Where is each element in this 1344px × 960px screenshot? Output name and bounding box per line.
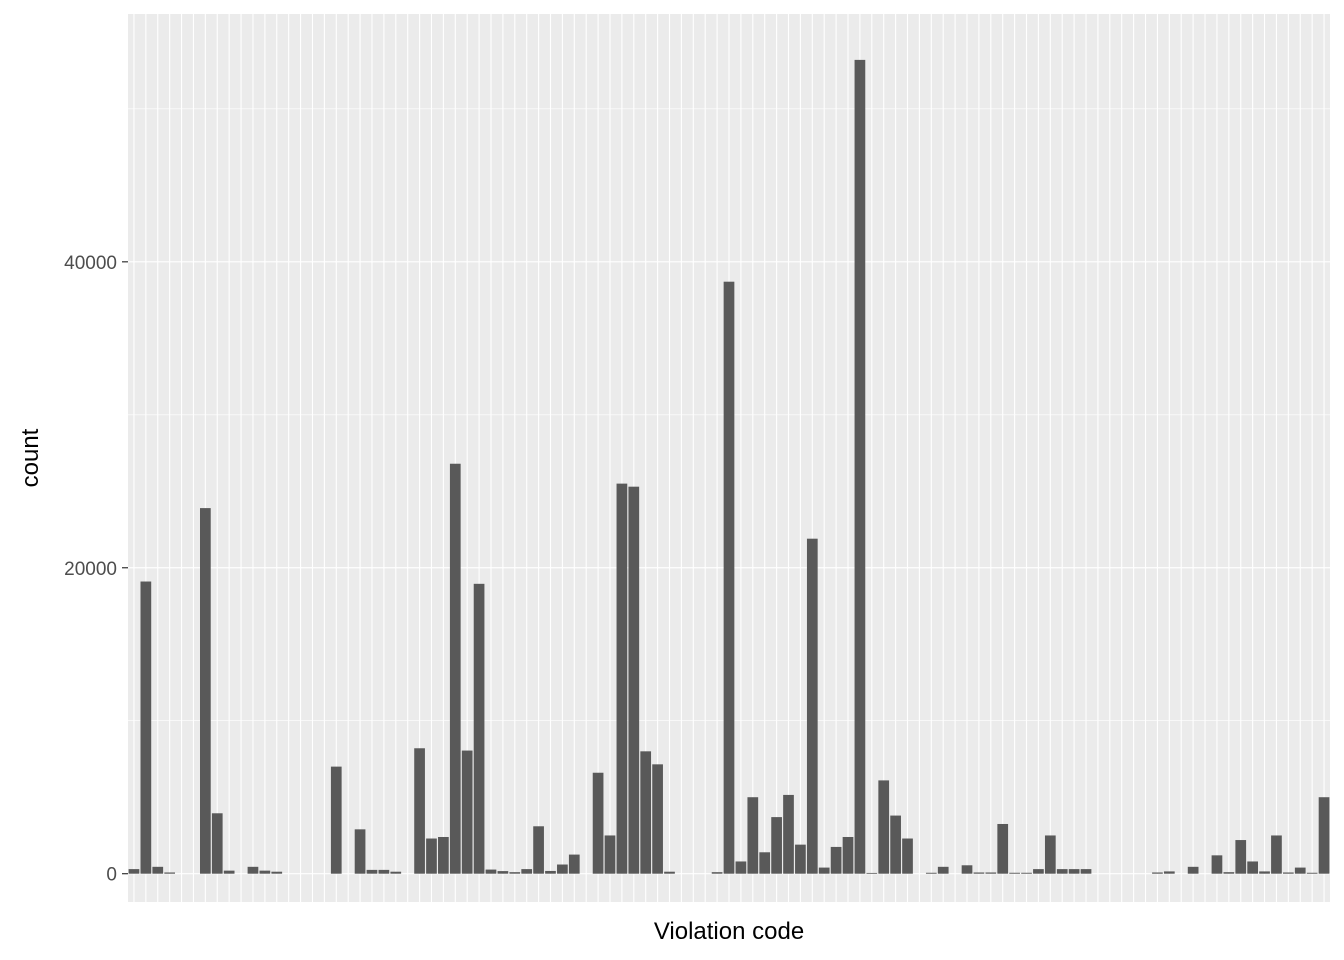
bar [795, 844, 806, 874]
bar [557, 864, 568, 874]
bar [1009, 872, 1020, 874]
bar [449, 463, 461, 874]
bar [1044, 835, 1056, 874]
bar [1271, 835, 1282, 874]
bar [604, 835, 616, 874]
bar [164, 872, 176, 874]
bar [592, 772, 604, 874]
bar [783, 794, 794, 874]
bar [152, 866, 164, 874]
bar [806, 538, 818, 874]
bar [485, 869, 497, 874]
y-tick-label: 40000 [64, 253, 117, 274]
y-axis-title: count [17, 428, 44, 487]
bar [890, 815, 901, 874]
bar [533, 826, 544, 874]
bar [1056, 869, 1068, 874]
bar [1223, 872, 1235, 874]
bar [1211, 855, 1223, 874]
bar [985, 872, 997, 874]
bar [521, 869, 533, 874]
bar [1306, 872, 1318, 874]
bar [545, 870, 556, 874]
bar [1187, 866, 1199, 874]
bar [200, 508, 211, 874]
bar [961, 865, 973, 874]
bar [1282, 872, 1294, 874]
bar [973, 872, 985, 874]
bar [854, 59, 866, 874]
bar [568, 854, 580, 874]
bar [330, 766, 342, 874]
bar [1152, 872, 1163, 874]
bar [818, 867, 830, 874]
bar [1318, 797, 1330, 874]
bar [640, 751, 652, 874]
bar [211, 813, 223, 874]
bar [771, 817, 782, 874]
bar [866, 872, 878, 874]
bar [1068, 869, 1080, 874]
bar [735, 861, 747, 874]
bar [354, 829, 366, 874]
bar [247, 866, 259, 874]
bar [997, 823, 1009, 874]
bar [616, 483, 628, 874]
bar [390, 871, 402, 874]
y-tick-label: 0 [106, 865, 117, 886]
bar [1021, 872, 1032, 874]
bar [1033, 869, 1044, 874]
bar [1259, 871, 1270, 874]
bar [140, 581, 152, 874]
bar [759, 852, 771, 874]
bar [723, 281, 735, 874]
bar [1080, 869, 1092, 874]
bar [426, 838, 437, 874]
grid-lines [128, 14, 1330, 902]
bar [259, 870, 271, 874]
bar [1235, 840, 1247, 874]
bar [473, 583, 485, 874]
bars [128, 59, 1330, 874]
bar [664, 871, 675, 874]
x-axis-title: Violation code [654, 918, 804, 945]
y-tick-label: 20000 [64, 559, 117, 580]
bar [223, 870, 235, 874]
bar [366, 869, 378, 874]
bar [461, 750, 473, 874]
bar [925, 872, 937, 874]
bar [878, 780, 890, 874]
bar [711, 872, 723, 874]
bar [378, 869, 390, 874]
bar [628, 486, 640, 874]
bar [652, 764, 663, 874]
bar [438, 836, 449, 874]
bar [1247, 861, 1258, 874]
bar [509, 872, 521, 874]
bar [842, 836, 854, 874]
bar [937, 866, 949, 874]
y-axis-ticks: 0 20000 40000 [64, 253, 128, 886]
bar [747, 797, 759, 874]
bar [414, 748, 425, 874]
bar [1163, 871, 1175, 874]
bar [830, 846, 842, 874]
bar [128, 869, 140, 874]
bar [1294, 867, 1306, 874]
bar [497, 871, 509, 874]
bar [271, 871, 283, 874]
bar [902, 838, 913, 874]
